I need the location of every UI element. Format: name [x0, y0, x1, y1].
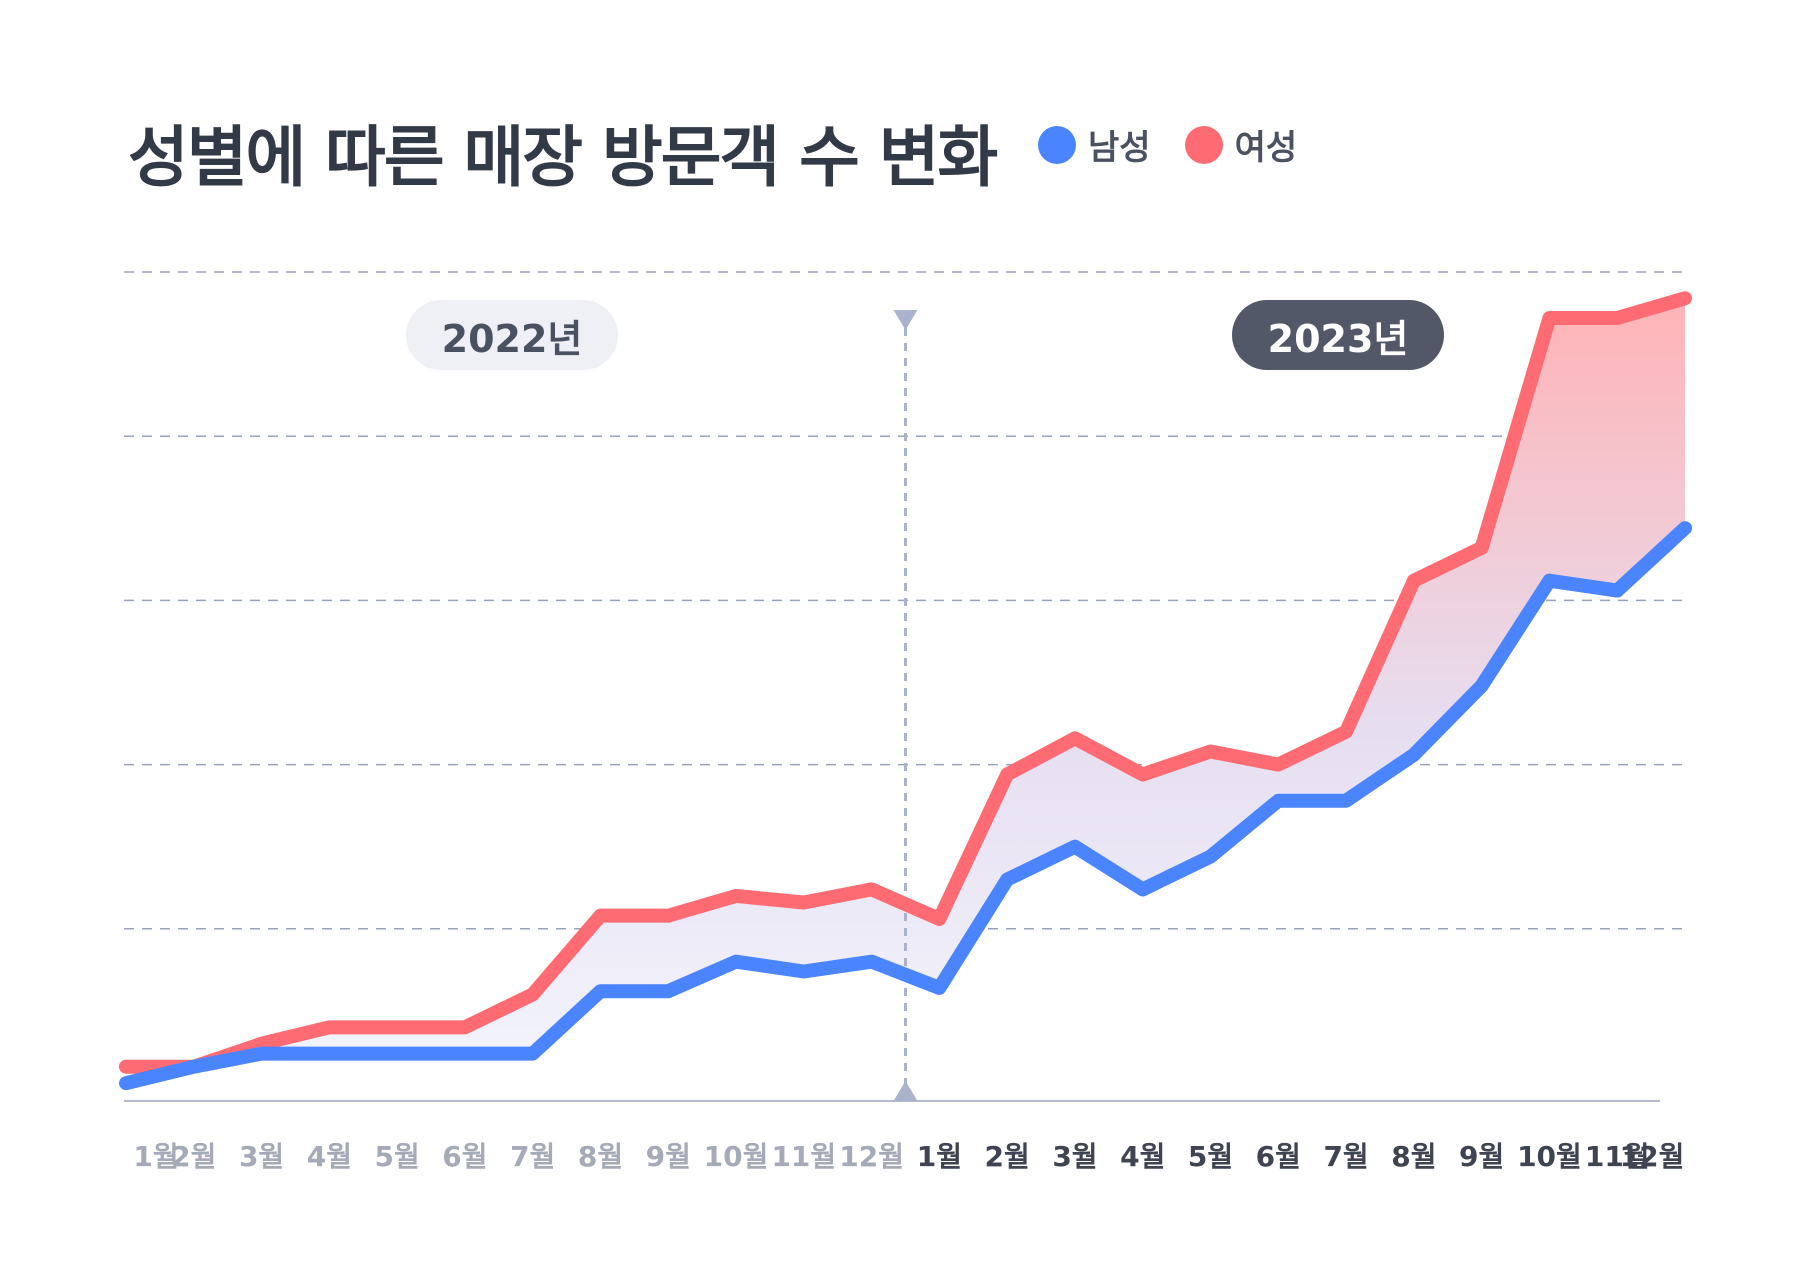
series-line-female: [119, 291, 1692, 1074]
x-tick-label: 4월: [1120, 1140, 1165, 1173]
x-tick-label: 1월: [133, 1140, 178, 1173]
x-tick-label: 2월: [985, 1140, 1030, 1173]
divider-arrow-down-icon: [893, 310, 918, 330]
x-tick-label: 9월: [1459, 1140, 1504, 1173]
x-tick-label: 7월: [510, 1140, 555, 1173]
x-tick-label: 12월: [1620, 1140, 1685, 1173]
x-tick-label: 8월: [578, 1140, 623, 1173]
divider-arrow-up-icon: [893, 1081, 918, 1101]
legend: 남성 여성: [1038, 120, 1331, 169]
x-tick-label: 6월: [1256, 1140, 1301, 1173]
x-tick-label: 7월: [1323, 1140, 1368, 1173]
x-tick-label: 9월: [646, 1140, 691, 1173]
x-tick-label: 1월: [917, 1140, 962, 1173]
year-badge-2023: 2023년: [1232, 300, 1444, 370]
x-tick-label: 11월: [771, 1140, 836, 1173]
legend-dot-male: [1038, 125, 1076, 164]
x-tick-label: 11월: [1585, 1140, 1650, 1173]
x-tick-label: 8월: [1391, 1140, 1436, 1173]
x-tick-label: 12월: [839, 1140, 904, 1173]
x-tick-label: 5월: [1188, 1140, 1233, 1173]
x-tick-label: 5월: [375, 1140, 420, 1173]
chart-title: 성별에 따른 매장 방문객 수 변화: [128, 119, 998, 196]
x-tick-label: 10월: [704, 1140, 769, 1173]
legend-item-male: 남성: [1038, 120, 1151, 169]
x-tick-label: 4월: [307, 1140, 352, 1173]
legend-label-female: 여성: [1234, 128, 1298, 168]
legend-label-male: 남성: [1088, 128, 1151, 168]
x-tick-label: 10월: [1517, 1140, 1582, 1173]
gap-area: [126, 298, 1685, 1084]
legend-dot-female: [1184, 125, 1223, 164]
year-badge-2022: 2022년: [406, 300, 618, 370]
x-tick-label: 3월: [1052, 1140, 1097, 1173]
x-tick-label: 6월: [442, 1140, 487, 1173]
x-tick-label: 2월: [171, 1140, 216, 1173]
x-tick-label: 3월: [239, 1140, 284, 1173]
legend-item-female: 여성: [1184, 120, 1298, 169]
series-line-male: [119, 521, 1692, 1091]
